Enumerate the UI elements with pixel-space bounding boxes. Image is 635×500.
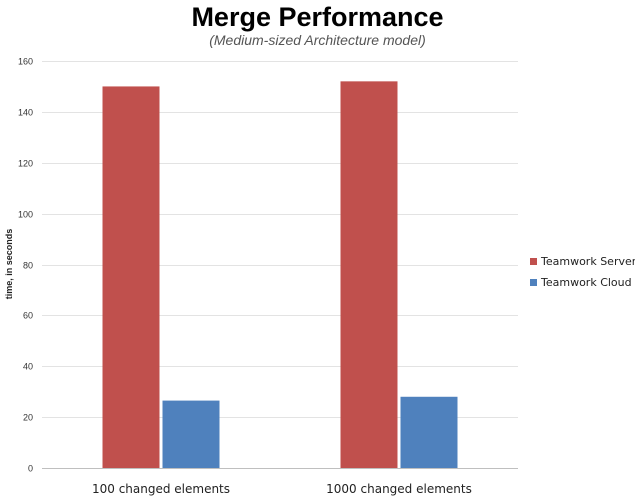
bar-teamwork-cloud-1 [162,400,220,468]
x-category-label: 1000 changed elements [326,482,472,496]
legend-swatch [530,258,537,265]
y-axis-ticks: 0 20 40 60 80 100 120 140 160 [18,57,33,474]
bar-teamwork-server-2 [340,81,398,468]
y-tick-label: 160 [18,57,33,67]
y-tick-label: 40 [23,362,33,372]
y-tick-label: 120 [18,159,33,169]
legend-label: Teamwork Cloud [540,276,632,289]
chart-subtitle: (Medium-sized Architecture model) [209,32,426,48]
x-category-label: 100 changed elements [92,482,230,496]
y-tick-label: 20 [23,413,33,423]
bars [102,81,458,468]
y-tick-label: 140 [18,108,33,118]
y-tick-label: 60 [23,311,33,321]
x-axis: 100 changed elements 1000 changed element… [92,482,472,496]
y-tick-label: 100 [18,210,33,220]
bar-teamwork-server-1 [102,86,160,468]
chart-title: Merge Performance [191,2,444,32]
legend-swatch [530,279,537,286]
y-axis-label: time, in seconds [4,229,14,300]
y-tick-label: 80 [23,261,33,271]
bar-teamwork-cloud-2 [400,396,458,468]
legend: Teamwork Server Teamwork Cloud [530,255,635,289]
y-tick-label: 0 [28,464,33,474]
legend-label: Teamwork Server [540,255,635,268]
